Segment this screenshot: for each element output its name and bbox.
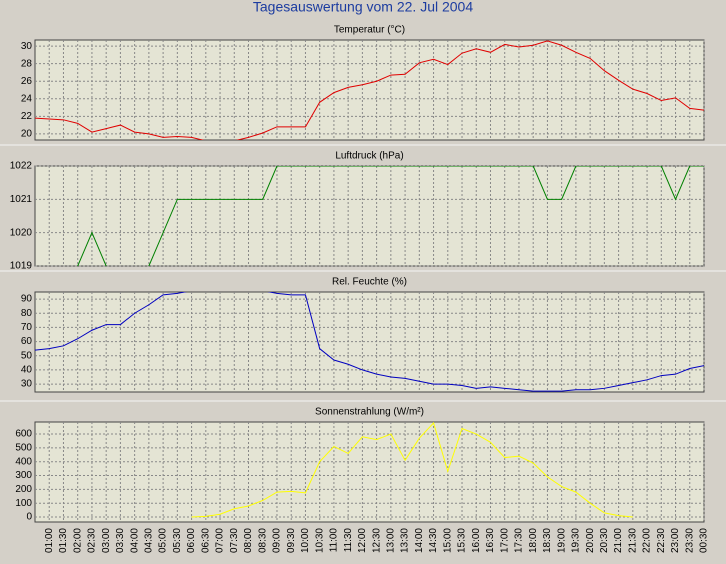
- y-tick-label: 1020: [10, 227, 33, 238]
- panel-title: Temperatur (°C): [334, 25, 405, 36]
- x-tick-label: 15:30: [457, 528, 468, 553]
- x-tick-label: 12:30: [371, 528, 382, 553]
- x-tick-label: 04:00: [129, 528, 140, 553]
- x-tick-label: 13:00: [385, 528, 396, 553]
- y-tick-label: 0: [26, 512, 32, 523]
- y-tick-label: 28: [21, 58, 33, 69]
- x-tick-label: 03:30: [115, 528, 126, 553]
- x-tick-label: 21:00: [613, 528, 624, 553]
- panel-title: Rel. Feuchte (%): [332, 277, 407, 288]
- y-tick-label: 90: [21, 294, 33, 305]
- x-tick-label: 09:00: [272, 528, 283, 553]
- y-tick-label: 26: [21, 76, 33, 87]
- x-tick-label: 19:30: [571, 528, 582, 553]
- y-tick-label: 200: [15, 484, 32, 495]
- x-tick-label: 07:00: [215, 528, 226, 553]
- x-tick-label: 06:30: [200, 528, 211, 553]
- x-tick-label: 12:00: [357, 528, 368, 553]
- y-tick-label: 400: [15, 456, 32, 467]
- data-line: [191, 422, 633, 518]
- y-tick-label: 30: [21, 379, 33, 390]
- x-tick-label: 05:30: [172, 528, 183, 553]
- plot-area: [34, 421, 705, 523]
- x-tick-label: 23:30: [684, 528, 695, 553]
- page-title: Tagesauswertung vom 22. Jul 2004: [253, 0, 473, 15]
- x-tick-label: 16:00: [471, 528, 482, 553]
- plot-area: [34, 165, 705, 267]
- x-tick-label: 14:00: [414, 528, 425, 553]
- y-tick-label: 1021: [10, 194, 33, 205]
- panel-title: Luftdruck (hPa): [335, 151, 403, 162]
- y-tick-label: 60: [21, 336, 33, 347]
- data-line: [35, 40, 704, 140]
- y-tick-label: 600: [15, 429, 32, 440]
- y-tick-label: 80: [21, 308, 33, 319]
- x-tick-label: 14:30: [428, 528, 439, 553]
- y-tick-label: 24: [21, 93, 33, 104]
- x-tick-label: 01:00: [44, 528, 55, 553]
- x-tick-label: 20:00: [585, 528, 596, 553]
- x-tick-label: 02:00: [72, 528, 83, 553]
- x-tick-label: 18:00: [528, 528, 539, 553]
- x-tick-label: 10:00: [300, 528, 311, 553]
- x-tick-label: 22:00: [642, 528, 653, 553]
- x-tick-label: 17:30: [514, 528, 525, 553]
- x-tick-label: 20:30: [599, 528, 610, 553]
- x-tick-label: 09:30: [286, 528, 297, 553]
- x-tick-label: 19:00: [556, 528, 567, 553]
- x-tick-label: 04:30: [144, 528, 155, 553]
- y-tick-label: 1019: [10, 261, 33, 272]
- x-tick-label: 08:30: [257, 528, 268, 553]
- plot-area: [34, 39, 705, 141]
- x-tick-label: 02:30: [87, 528, 98, 553]
- y-tick-label: 50: [21, 350, 33, 361]
- y-tick-label: 70: [21, 322, 33, 333]
- x-tick-label: 11:30: [343, 528, 354, 553]
- x-tick-label: 13:30: [400, 528, 411, 553]
- x-tick-label: 23:00: [670, 528, 681, 553]
- x-tick-label: 00:30: [699, 528, 710, 553]
- x-tick-label: 03:00: [101, 528, 112, 553]
- y-tick-label: 100: [15, 498, 32, 509]
- x-tick-label: 10:30: [314, 528, 325, 553]
- y-tick-label: 1022: [10, 161, 33, 172]
- x-tick-label: 21:30: [627, 528, 638, 553]
- data-line: [35, 292, 704, 392]
- x-tick-label: 06:00: [186, 528, 197, 553]
- x-tick-label: 01:30: [58, 528, 69, 553]
- y-tick-label: 500: [15, 443, 32, 454]
- x-tick-label: 05:00: [158, 528, 169, 553]
- x-tick-label: 22:30: [656, 528, 667, 553]
- x-tick-label: 08:00: [243, 528, 254, 553]
- x-tick-label: 17:00: [499, 528, 510, 553]
- y-tick-label: 22: [21, 111, 33, 122]
- x-tick-label: 18:30: [542, 528, 553, 553]
- y-tick-label: 30: [21, 41, 33, 52]
- y-tick-label: 40: [21, 365, 33, 376]
- y-tick-label: 300: [15, 470, 32, 481]
- x-tick-label: 11:00: [329, 528, 340, 553]
- x-tick-label: 16:30: [485, 528, 496, 553]
- x-tick-label: 07:30: [229, 528, 240, 553]
- panel-title: Sonnenstrahlung (W/m²): [315, 407, 424, 418]
- x-tick-label: 15:00: [442, 528, 453, 553]
- y-tick-label: 20: [21, 129, 33, 140]
